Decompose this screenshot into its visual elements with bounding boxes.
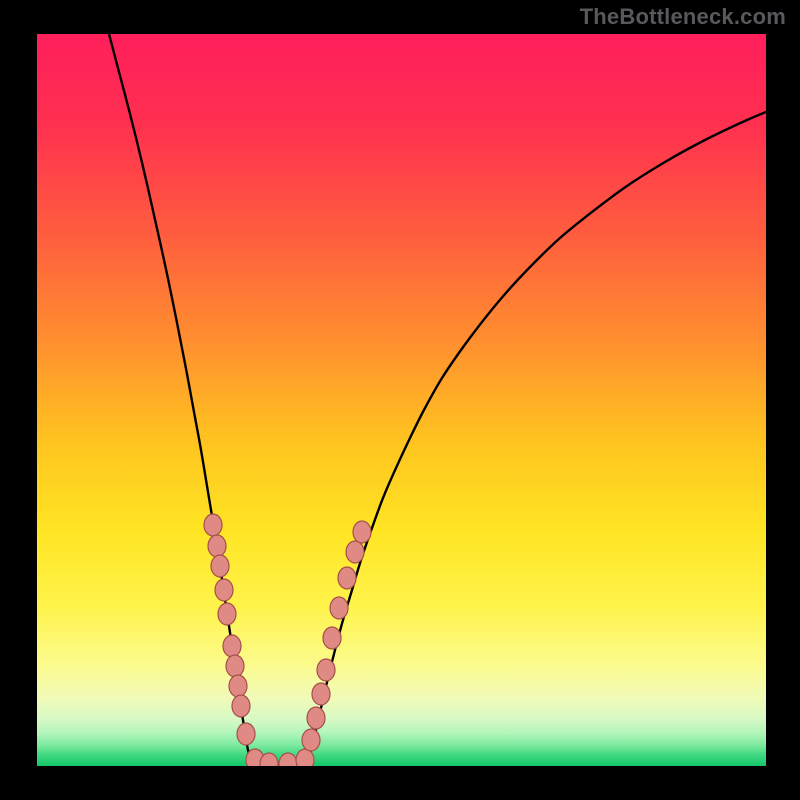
- data-marker: [218, 603, 236, 625]
- plot-area: [37, 34, 766, 766]
- chart-svg: [37, 34, 766, 766]
- data-marker: [353, 521, 371, 543]
- data-marker: [279, 753, 297, 766]
- data-marker: [215, 579, 233, 601]
- data-marker: [338, 567, 356, 589]
- data-marker: [237, 723, 255, 745]
- data-marker: [223, 635, 241, 657]
- curve-left: [109, 34, 287, 766]
- data-marker: [346, 541, 364, 563]
- data-marker: [317, 659, 335, 681]
- curve-right: [287, 112, 766, 766]
- data-marker: [330, 597, 348, 619]
- data-marker: [211, 555, 229, 577]
- data-marker: [307, 707, 325, 729]
- data-marker: [323, 627, 341, 649]
- data-marker: [302, 729, 320, 751]
- data-marker: [232, 695, 250, 717]
- watermark-text: TheBottleneck.com: [580, 4, 786, 30]
- data-marker: [226, 655, 244, 677]
- data-marker: [312, 683, 330, 705]
- chart-canvas: TheBottleneck.com: [0, 0, 800, 800]
- data-marker: [229, 675, 247, 697]
- data-marker: [208, 535, 226, 557]
- data-marker: [204, 514, 222, 536]
